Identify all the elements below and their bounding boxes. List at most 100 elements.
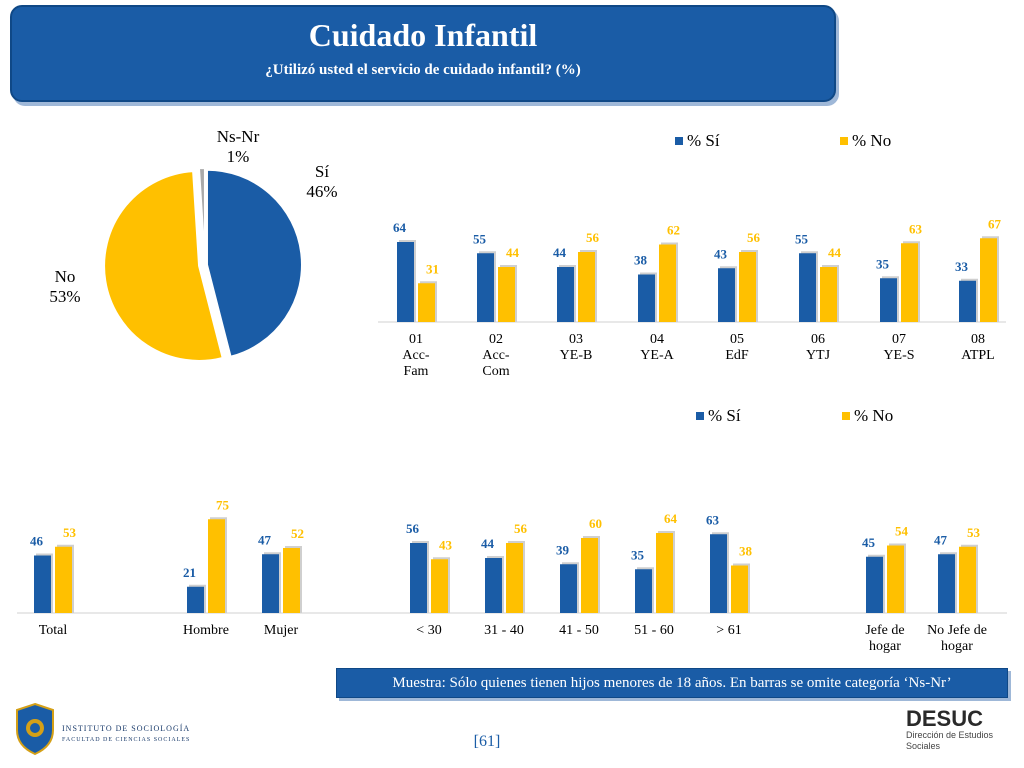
legend-label-0: % Sí [708, 406, 741, 425]
pie-label-1: No [55, 267, 76, 286]
data-label-no-3: 43 [439, 537, 453, 552]
legend-swatch-1 [840, 137, 848, 145]
bar-no-4 [739, 252, 756, 322]
bar-si-1 [477, 253, 494, 322]
bar-si-7 [710, 534, 727, 613]
institute-subtitle: FACULTAD DE CIENCIAS SOCIALES [62, 737, 191, 743]
category-label-1: Hombre [183, 623, 229, 638]
category-label-0: 01 [409, 332, 423, 347]
data-label-no-2: 52 [291, 526, 304, 541]
data-label-no-0: 53 [63, 525, 77, 540]
desuc-subtitle: Dirección de Estudios Sociales [906, 730, 994, 751]
category-label-7: 08 [971, 332, 985, 347]
pie-value-1: 53% [49, 287, 80, 306]
bar-si-7 [959, 280, 976, 322]
data-label-si-4: 43 [714, 246, 728, 261]
bar-si-5 [799, 253, 816, 322]
page-subtitle: ¿Utilizó usted el servicio de cuidado in… [265, 62, 581, 78]
category-label-1: 02 [489, 332, 503, 347]
category-label-8: Jefe de [865, 623, 904, 638]
data-label-no-4: 56 [514, 521, 528, 536]
bar-no-7 [980, 238, 997, 322]
category-label-9: No Jefe de [927, 623, 987, 638]
institute-name: INSTITUTO DE SOCIOLOGÍA [62, 724, 191, 733]
data-label-si-3: 56 [406, 521, 420, 536]
header-banner: Cuidado Infantil ¿Utilizó usted el servi… [10, 5, 836, 102]
data-label-si-6: 35 [876, 256, 890, 271]
legend-swatch-0 [675, 137, 683, 145]
bar-no-6 [656, 533, 673, 613]
category-label-3: YE-A [640, 348, 674, 363]
data-label-no-3: 62 [667, 223, 680, 238]
university-seal-icon [16, 702, 54, 756]
data-label-no-6: 63 [909, 221, 923, 236]
data-label-si-2: 44 [553, 245, 567, 260]
data-label-no-9: 53 [967, 525, 981, 540]
category-label-0: Total [39, 623, 68, 638]
category-label-0: Fam [404, 364, 429, 379]
pie-value-2: 1% [227, 147, 250, 166]
data-label-si-1: 55 [473, 231, 487, 246]
bar-si-6 [880, 278, 897, 322]
bar-no-0 [418, 283, 435, 322]
bar-no-6 [901, 243, 918, 322]
data-label-no-1: 75 [216, 497, 230, 512]
data-label-no-0: 31 [426, 261, 439, 276]
data-label-si-8: 45 [862, 535, 876, 550]
page-number: [61] [473, 733, 501, 750]
bar-no-5 [820, 267, 837, 322]
bar-no-0 [55, 546, 72, 613]
data-label-no-5: 60 [589, 516, 602, 531]
bar-no-9 [959, 546, 976, 613]
bar-si-6 [635, 569, 652, 613]
category-label-4: 31 - 40 [484, 623, 524, 638]
category-label-2: Mujer [264, 623, 299, 638]
data-label-no-8: 54 [895, 524, 909, 539]
bar-no-7 [731, 565, 748, 613]
bar-si-8 [866, 556, 883, 613]
pie-label-2: Ns-Nr [217, 127, 260, 146]
desuc-logo: DESUC [906, 706, 984, 731]
category-label-7: > 61 [716, 623, 741, 638]
pie-label-0: Sí [315, 162, 329, 181]
data-label-no-7: 38 [739, 544, 753, 559]
data-label-no-4: 56 [747, 230, 761, 245]
data-label-si-6: 35 [631, 547, 645, 562]
data-label-si-0: 46 [30, 534, 44, 549]
bar-no-2 [578, 252, 595, 322]
data-label-no-2: 56 [586, 230, 600, 245]
bar-chart-demographics: 46 21 47 56 44 39 35 63 45 47 53 75 52 43 56 60 64 38 54 53… [17, 406, 1007, 654]
data-label-si-2: 47 [258, 532, 272, 547]
data-label-si-9: 47 [934, 532, 948, 547]
data-label-si-4: 44 [481, 536, 495, 551]
category-label-2: YE-B [560, 348, 593, 363]
category-label-1: Acc- [482, 348, 510, 363]
data-label-si-3: 38 [634, 253, 648, 268]
bar-si-2 [262, 554, 279, 613]
bar-si-4 [485, 558, 502, 613]
bar-no-1 [498, 267, 515, 322]
category-label-5: YTJ [806, 348, 831, 363]
category-label-9: hogar [941, 639, 973, 654]
category-label-7: ATPL [961, 348, 994, 363]
legend-label-1: % No [852, 131, 891, 150]
bar-si-3 [410, 543, 427, 613]
category-label-5: 06 [811, 332, 825, 347]
category-label-6: 07 [892, 332, 906, 347]
sample-note: Muestra: Sólo quienes tienen hijos menor… [336, 668, 1008, 698]
legend-swatch-0 [696, 412, 704, 420]
bar-no-3 [659, 244, 676, 322]
category-label-4: EdF [725, 348, 749, 363]
category-label-6: 51 - 60 [634, 623, 674, 638]
bar-si-0 [397, 242, 414, 322]
legend-label-0: % Sí [687, 131, 720, 150]
page-title: Cuidado Infantil [308, 17, 538, 53]
category-label-2: 03 [569, 332, 583, 347]
pie-slice-0 [205, 168, 303, 358]
category-label-4: 05 [730, 332, 744, 347]
category-label-1: Com [482, 364, 509, 379]
category-label-5: 41 - 50 [559, 623, 599, 638]
bar-si-5 [560, 564, 577, 613]
